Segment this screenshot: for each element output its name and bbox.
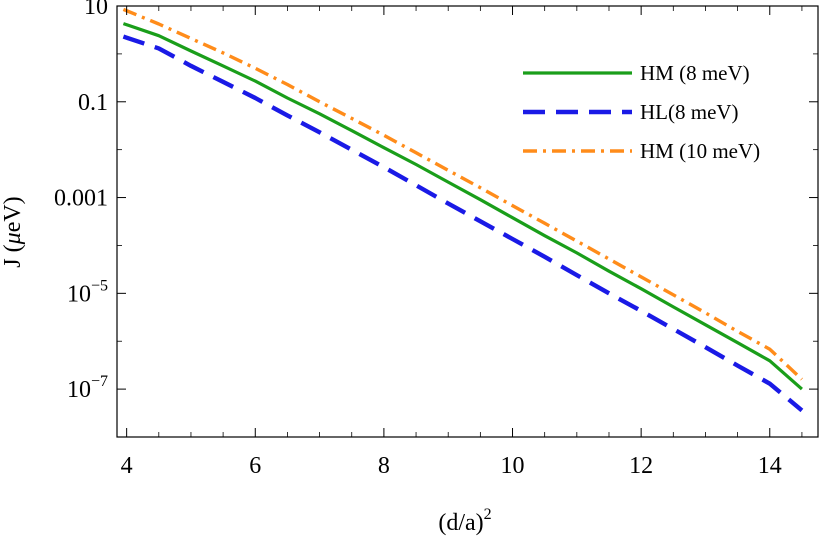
y-axis-title-main: J ( bbox=[0, 244, 26, 267]
x-axis-title-superscript: 2 bbox=[484, 506, 492, 523]
legend-label: HM (8 meV) bbox=[640, 61, 750, 85]
x-tick-label: 10 bbox=[501, 453, 525, 479]
y-tick-label: 10−5 bbox=[67, 277, 108, 307]
plot-area bbox=[116, 5, 819, 438]
legend-label: HM (10 meV) bbox=[640, 139, 760, 163]
series-line-1 bbox=[122, 22, 803, 391]
plot-frame bbox=[116, 5, 819, 438]
y-axis-title: J (μeV) bbox=[0, 196, 26, 267]
series-group bbox=[122, 7, 804, 413]
y-tick-label: 0.1 bbox=[78, 90, 108, 116]
x-tick-label: 14 bbox=[758, 453, 782, 479]
legend: HM (8 meV) HL(8 meV) HM (10 meV) bbox=[523, 61, 760, 163]
y-tick-label-base: 10 bbox=[67, 281, 91, 307]
y-tick-label-exponent: −5 bbox=[91, 277, 108, 294]
series-line-3 bbox=[122, 7, 804, 381]
x-tick-label: 6 bbox=[249, 453, 261, 479]
y-axis-title-tail: eV) bbox=[0, 196, 26, 232]
series-line-2 bbox=[122, 34, 804, 413]
y-axis-title-mu: μ bbox=[0, 232, 26, 245]
x-axis: 4 6 8 10 12 14 bbox=[121, 6, 803, 479]
x-tick-label: 12 bbox=[629, 453, 653, 479]
x-axis-title-main: (d/a) bbox=[438, 510, 483, 536]
x-tick-label: 8 bbox=[378, 453, 390, 479]
y-tick-label-base: 10 bbox=[67, 377, 91, 403]
y-tick-label-exponent: −7 bbox=[91, 373, 108, 390]
y-tick-label: 10 bbox=[84, 0, 108, 20]
y-tick-label: 0.001 bbox=[54, 186, 108, 212]
y-tick-label: 10−7 bbox=[67, 373, 108, 403]
x-axis-title: (d/a)2 bbox=[438, 506, 491, 536]
legend-label: HL(8 meV) bbox=[640, 100, 739, 124]
x-tick-label: 4 bbox=[121, 453, 133, 479]
